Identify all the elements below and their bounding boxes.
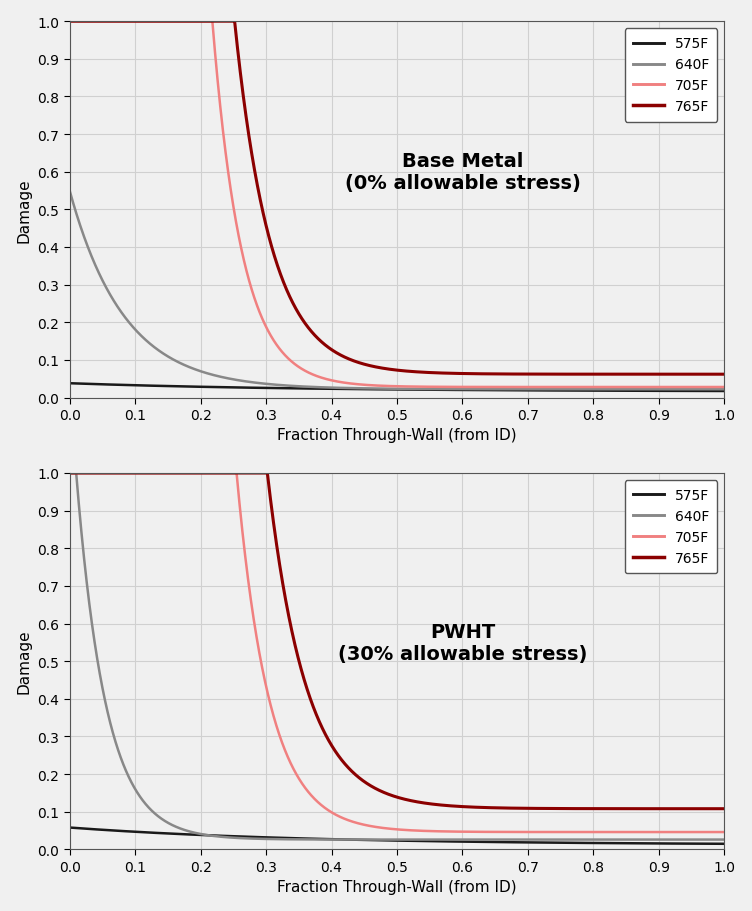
- 765F: [65, 16, 74, 27]
- 705F: [316, 799, 325, 810]
- Y-axis label: Damage: Damage: [17, 630, 32, 694]
- 575F: [65, 378, 74, 389]
- 705F: [707, 826, 716, 837]
- 705F: [140, 16, 149, 27]
- 640F: [65, 468, 74, 479]
- 765F: [316, 720, 325, 731]
- 765F: [179, 16, 188, 27]
- 575F: [707, 838, 716, 849]
- 705F: [65, 16, 74, 27]
- 575F: [140, 827, 149, 838]
- Legend: 575F, 640F, 705F, 765F: 575F, 640F, 705F, 765F: [625, 29, 717, 122]
- 705F: [179, 16, 188, 27]
- 640F: [65, 186, 74, 197]
- 765F: [344, 763, 353, 774]
- 575F: [344, 384, 353, 395]
- 575F: [140, 381, 149, 392]
- 575F: [707, 386, 716, 397]
- 640F: [720, 834, 729, 845]
- 765F: [140, 16, 149, 27]
- Text: PWHT
(30% allowable stress): PWHT (30% allowable stress): [338, 622, 587, 663]
- 705F: [636, 382, 645, 393]
- 705F: [720, 382, 729, 393]
- 640F: [179, 360, 188, 371]
- 705F: [344, 378, 353, 389]
- 575F: [636, 838, 645, 849]
- 765F: [707, 804, 716, 814]
- 640F: [636, 834, 645, 845]
- Text: Base Metal
(0% allowable stress): Base Metal (0% allowable stress): [344, 152, 581, 193]
- 640F: [344, 834, 353, 845]
- 640F: [344, 384, 353, 394]
- 640F: [179, 824, 188, 835]
- 575F: [344, 834, 353, 845]
- 640F: [140, 797, 149, 808]
- 705F: [316, 373, 325, 384]
- X-axis label: Fraction Through-Wall (from ID): Fraction Through-Wall (from ID): [277, 428, 517, 443]
- 765F: [636, 369, 645, 380]
- 640F: [636, 384, 645, 395]
- 765F: [707, 369, 716, 380]
- 575F: [316, 384, 325, 394]
- 575F: [179, 382, 188, 393]
- 705F: [344, 815, 353, 826]
- 765F: [720, 369, 729, 380]
- 575F: [65, 822, 74, 833]
- 765F: [720, 804, 729, 814]
- 575F: [179, 829, 188, 840]
- Line: 640F: 640F: [70, 191, 724, 390]
- Line: 705F: 705F: [70, 474, 724, 832]
- 765F: [65, 468, 74, 479]
- 705F: [179, 468, 188, 479]
- 705F: [707, 382, 716, 393]
- 575F: [636, 386, 645, 397]
- 640F: [316, 834, 325, 845]
- 640F: [140, 333, 149, 344]
- 705F: [140, 468, 149, 479]
- 575F: [720, 386, 729, 397]
- Line: 765F: 765F: [70, 22, 724, 374]
- 705F: [65, 468, 74, 479]
- 640F: [707, 834, 716, 845]
- 640F: [707, 384, 716, 395]
- 765F: [179, 468, 188, 479]
- 575F: [316, 834, 325, 844]
- Y-axis label: Damage: Damage: [17, 178, 32, 242]
- Line: 640F: 640F: [70, 474, 724, 840]
- 640F: [316, 383, 325, 394]
- X-axis label: Fraction Through-Wall (from ID): Fraction Through-Wall (from ID): [277, 879, 517, 895]
- Line: 575F: 575F: [70, 384, 724, 392]
- 705F: [636, 826, 645, 837]
- 765F: [140, 468, 149, 479]
- Line: 765F: 765F: [70, 474, 724, 809]
- 765F: [636, 804, 645, 814]
- 765F: [344, 354, 353, 365]
- 705F: [720, 826, 729, 837]
- 765F: [316, 336, 325, 347]
- 640F: [720, 384, 729, 395]
- 575F: [720, 838, 729, 849]
- Line: 575F: 575F: [70, 827, 724, 844]
- Line: 705F: 705F: [70, 22, 724, 387]
- Legend: 575F, 640F, 705F, 765F: 575F, 640F, 705F, 765F: [625, 480, 717, 574]
